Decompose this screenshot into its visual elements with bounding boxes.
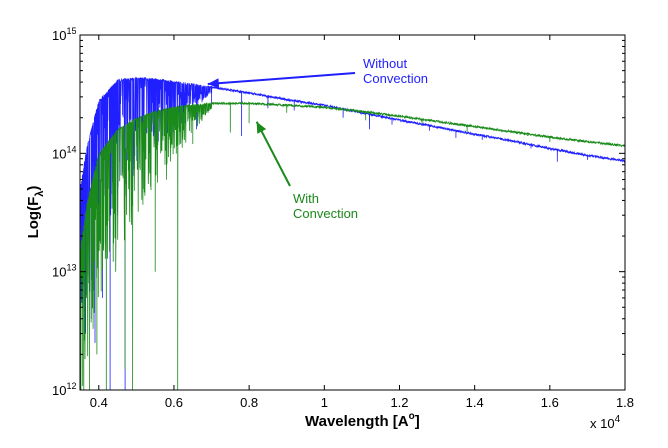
x-tick-label: 1.4 (466, 395, 484, 410)
annotation-text: Without (363, 56, 407, 71)
x-tick-label: 1.6 (541, 395, 559, 410)
annotation-text: Convection (293, 206, 358, 221)
y-tick-label: 1014 (52, 144, 76, 161)
x-axis-label: Wavelength [Ao] (305, 411, 420, 430)
x-tick-label: 0.8 (240, 395, 258, 410)
x-tick-label: 1.2 (390, 395, 408, 410)
x-axis-ticks: 0.4 0.6 0.8 1 1.2 1.4 1.6 1.8 (90, 35, 634, 410)
annotation-arrow (207, 72, 356, 86)
x-tick-label: 1.8 (616, 395, 634, 410)
plot-frame (79, 34, 626, 391)
x-tick-label: 0.4 (90, 395, 108, 410)
series-layer (80, 76, 625, 390)
series-line-with-convection (80, 101, 625, 390)
annotation-arrow (255, 121, 291, 187)
x-tick-label: 1 (321, 395, 328, 410)
annotation-text: Convection (363, 71, 428, 86)
annotation-arrowhead (256, 121, 267, 134)
y-tick-label: 1013 (52, 263, 76, 280)
annotation-arrowhead (207, 78, 220, 89)
y-axis-ticks: 1012 1013 1014 1015 (52, 26, 625, 398)
y-tick-label: 1015 (52, 26, 76, 43)
y-tick-label: 1012 (52, 381, 76, 398)
y-axis-label: Log(Fλ) (25, 186, 46, 239)
x-tick-label: 0.6 (165, 395, 183, 410)
x-multiplier: x 104 (590, 414, 621, 431)
annotation-text: With (293, 191, 319, 206)
